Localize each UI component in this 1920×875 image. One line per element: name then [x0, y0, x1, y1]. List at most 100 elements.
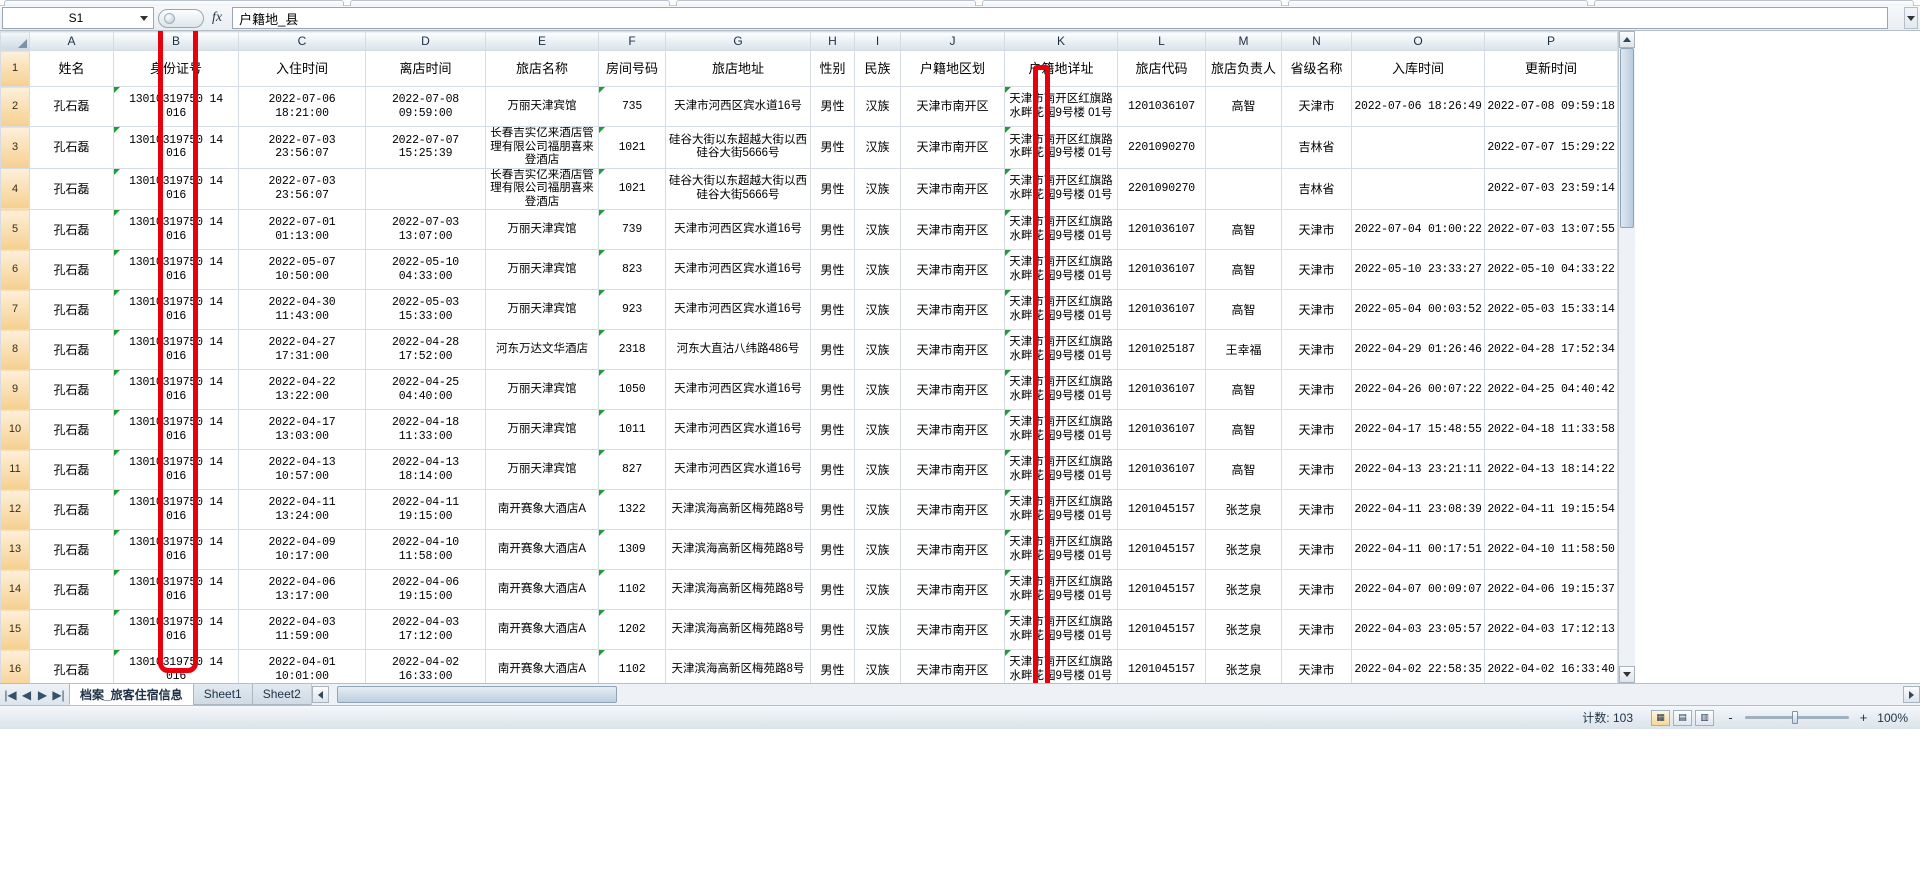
cell-M10[interactable]: 高智: [1205, 409, 1282, 451]
cell-B13[interactable]: 13010319750 14 016: [113, 529, 239, 571]
ribbon-tab-stub-4[interactable]: [982, 0, 1282, 6]
zoom-slider[interactable]: [1737, 710, 1857, 726]
fx-icon[interactable]: fx: [212, 10, 223, 25]
cell-G9[interactable]: 天津市河西区宾水道16号: [665, 369, 811, 411]
cell-A5[interactable]: 孔石磊: [29, 209, 114, 251]
cell-P16[interactable]: 2022-04-02 16:33:40: [1484, 649, 1618, 683]
zoom-in-button[interactable]: +: [1859, 710, 1868, 725]
insert-function-oval-button[interactable]: [158, 8, 204, 28]
cell-L5[interactable]: 1201036107: [1117, 209, 1206, 251]
table-row[interactable]: 12 孔石磊 13010319750 14 016 2022-04-11 13:24:…: [0, 489, 1618, 531]
cell-L3[interactable]: 2201090270: [1117, 126, 1206, 169]
cell-J16[interactable]: 天津市南开区: [900, 649, 1005, 683]
cell-I2[interactable]: 汉族: [854, 86, 901, 127]
cell-D3[interactable]: 2022-07-07 15:25:39: [365, 126, 486, 169]
cell-B16[interactable]: 13010319750 14 016: [113, 649, 239, 683]
cell-B4[interactable]: 13010319750 14 016: [113, 167, 239, 211]
cell-C6[interactable]: 2022-05-07 10:50:00: [238, 249, 366, 291]
vertical-scrollbar[interactable]: [1618, 31, 1635, 683]
cell-G11[interactable]: 天津市河西区宾水道16号: [665, 449, 811, 491]
header-cell-J[interactable]: 户籍地区划: [900, 50, 1005, 87]
cell-G15[interactable]: 天津滨海高新区梅苑路8号: [665, 609, 811, 651]
header-cell-H[interactable]: 性别: [810, 50, 855, 87]
ribbon-tab-stub-2[interactable]: [350, 0, 670, 6]
row-header-2[interactable]: 2: [0, 86, 30, 127]
cell-G6[interactable]: 天津市河西区宾水道16号: [665, 249, 811, 291]
zoom-slider-knob[interactable]: [1792, 711, 1798, 724]
cell-I10[interactable]: 汉族: [854, 409, 901, 451]
cell-D9[interactable]: 2022-04-25 04:40:00: [365, 369, 486, 411]
cell-K10[interactable]: 天津市南开区红旗路水畔花园9号楼 01号: [1004, 409, 1118, 451]
cell-E3[interactable]: 长春吉实亿来酒店管理有限公司福朋喜来登酒店: [485, 126, 599, 169]
cell-I8[interactable]: 汉族: [854, 329, 901, 371]
cell-E12[interactable]: 南开赛象大酒店A: [485, 489, 599, 531]
cell-D4[interactable]: [365, 167, 486, 211]
cell-G4[interactable]: 硅谷大街以东超越大街以西硅谷大街5666号: [665, 167, 811, 211]
cell-L10[interactable]: 1201036107: [1117, 409, 1206, 451]
header-cell-P[interactable]: 更新时间: [1484, 50, 1618, 87]
cell-A8[interactable]: 孔石磊: [29, 329, 114, 371]
scroll-down-button[interactable]: [1619, 666, 1635, 683]
prev-sheet-icon[interactable]: ◀: [21, 687, 32, 702]
cell-P14[interactable]: 2022-04-06 19:15:37: [1484, 569, 1618, 611]
cell-K13[interactable]: 天津市南开区红旗路水畔花园9号楼 01号: [1004, 529, 1118, 571]
cell-K16[interactable]: 天津市南开区红旗路水畔花园9号楼 01号: [1004, 649, 1118, 683]
cell-A4[interactable]: 孔石磊: [29, 167, 114, 211]
cell-E11[interactable]: 万丽天津宾馆: [485, 449, 599, 491]
cell-B3[interactable]: 13010319750 14 016: [113, 126, 239, 169]
cell-M2[interactable]: 高智: [1205, 86, 1282, 127]
table-row[interactable]: 13 孔石磊 13010319750 14 016 2022-04-09 10:17:…: [0, 529, 1618, 571]
cell-N4[interactable]: 吉林省: [1281, 167, 1352, 211]
cell-J4[interactable]: 天津市南开区: [900, 167, 1005, 211]
cell-I13[interactable]: 汉族: [854, 529, 901, 571]
cell-J15[interactable]: 天津市南开区: [900, 609, 1005, 651]
scroll-right-button[interactable]: [1903, 686, 1920, 703]
cell-O16[interactable]: 2022-04-02 22:58:35: [1351, 649, 1485, 683]
cell-M16[interactable]: 张芝泉: [1205, 649, 1282, 683]
column-header-K[interactable]: K: [1004, 31, 1118, 51]
cell-L13[interactable]: 1201045157: [1117, 529, 1206, 571]
next-sheet-icon[interactable]: ▶: [37, 687, 48, 702]
column-header-C[interactable]: C: [238, 31, 366, 51]
cell-H5[interactable]: 男性: [810, 209, 855, 251]
table-row[interactable]: 2 孔石磊 13010319750 14 016 2022-07-06 18:21:0…: [0, 86, 1618, 127]
cell-I9[interactable]: 汉族: [854, 369, 901, 411]
cell-B6[interactable]: 13010319750 14 016: [113, 249, 239, 291]
cell-C4[interactable]: 2022-07-03 23:56:07: [238, 167, 366, 211]
header-cell-O[interactable]: 入库时间: [1351, 50, 1485, 87]
cell-P8[interactable]: 2022-04-28 17:52:34: [1484, 329, 1618, 371]
cell-M7[interactable]: 高智: [1205, 289, 1282, 331]
horizontal-scroll-track[interactable]: [328, 686, 1903, 703]
cell-N13[interactable]: 天津市: [1281, 529, 1352, 571]
cell-C2[interactable]: 2022-07-06 18:21:00: [238, 86, 366, 127]
header-cell-C[interactable]: 入住时间: [238, 50, 366, 87]
cell-H15[interactable]: 男性: [810, 609, 855, 651]
cell-D2[interactable]: 2022-07-08 09:59:00: [365, 86, 486, 127]
scroll-left-button[interactable]: [311, 686, 329, 703]
cell-H3[interactable]: 男性: [810, 126, 855, 169]
cell-L7[interactable]: 1201036107: [1117, 289, 1206, 331]
cell-N14[interactable]: 天津市: [1281, 569, 1352, 611]
zoom-out-button[interactable]: -: [1728, 710, 1733, 725]
cell-M14[interactable]: 张芝泉: [1205, 569, 1282, 611]
column-header-D[interactable]: D: [365, 31, 486, 51]
cell-G14[interactable]: 天津滨海高新区梅苑路8号: [665, 569, 811, 611]
sheet-tab-1[interactable]: Sheet1: [192, 684, 253, 705]
cell-P15[interactable]: 2022-04-03 17:12:13: [1484, 609, 1618, 651]
column-header-E[interactable]: E: [485, 31, 599, 51]
cell-J6[interactable]: 天津市南开区: [900, 249, 1005, 291]
cell-F9[interactable]: 1050: [598, 369, 666, 411]
cell-O13[interactable]: 2022-04-11 00:17:51: [1351, 529, 1485, 571]
vertical-scroll-thumb[interactable]: [1620, 48, 1634, 228]
cell-B12[interactable]: 13010319750 14 016: [113, 489, 239, 531]
cell-G2[interactable]: 天津市河西区宾水道16号: [665, 86, 811, 127]
cell-K9[interactable]: 天津市南开区红旗路水畔花园9号楼 01号: [1004, 369, 1118, 411]
cell-P4[interactable]: 2022-07-03 23:59:14: [1484, 167, 1618, 211]
cell-E9[interactable]: 万丽天津宾馆: [485, 369, 599, 411]
cell-F2[interactable]: 735: [598, 86, 666, 127]
cell-K5[interactable]: 天津市南开区红旗路水畔花园9号楼 01号: [1004, 209, 1118, 251]
header-cell-I[interactable]: 民族: [854, 50, 901, 87]
cell-E13[interactable]: 南开赛象大酒店A: [485, 529, 599, 571]
cell-F5[interactable]: 739: [598, 209, 666, 251]
cell-L11[interactable]: 1201036107: [1117, 449, 1206, 491]
